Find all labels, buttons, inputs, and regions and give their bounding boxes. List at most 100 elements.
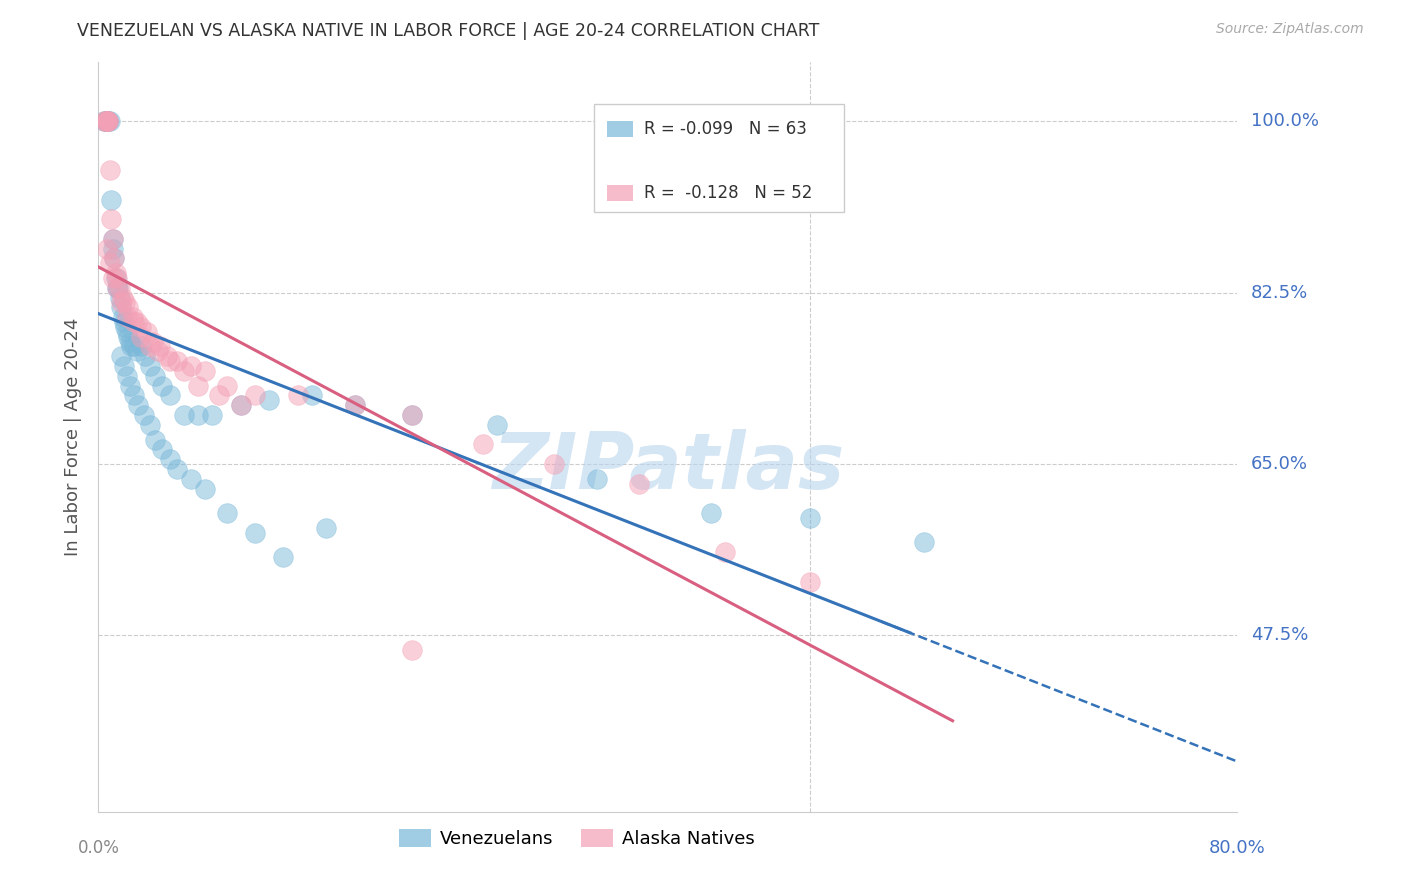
Point — [104, 266, 127, 280]
Point — [94, 114, 117, 128]
Point — [208, 388, 231, 402]
Point — [108, 291, 131, 305]
Point — [97, 114, 120, 128]
Point — [166, 354, 188, 368]
Point — [135, 325, 157, 339]
Point — [108, 281, 131, 295]
Point — [97, 114, 120, 128]
Point — [111, 291, 134, 305]
Point — [486, 417, 509, 432]
Point — [120, 339, 142, 353]
Point — [243, 525, 266, 540]
Point — [118, 334, 141, 349]
Point — [117, 329, 139, 343]
Point — [93, 114, 115, 128]
FancyBboxPatch shape — [593, 103, 845, 212]
Bar — [607, 121, 633, 137]
Point — [110, 301, 132, 315]
Text: VENEZUELAN VS ALASKA NATIVE IN LABOR FORCE | AGE 20-24 CORRELATION CHART: VENEZUELAN VS ALASKA NATIVE IN LABOR FOR… — [77, 22, 820, 40]
Point — [215, 378, 238, 392]
Point — [401, 643, 423, 657]
Point — [118, 378, 141, 392]
Point — [156, 349, 179, 363]
Point — [145, 368, 167, 383]
Point — [125, 315, 148, 329]
Point — [112, 359, 135, 373]
Legend: Venezuelans, Alaska Natives: Venezuelans, Alaska Natives — [391, 822, 762, 855]
Point — [112, 315, 135, 329]
Point — [159, 388, 181, 402]
Point — [229, 398, 252, 412]
Point — [152, 442, 174, 457]
Point — [912, 535, 935, 549]
Bar — [607, 185, 633, 201]
Point — [194, 364, 217, 378]
Point — [114, 295, 136, 310]
Point — [180, 359, 202, 373]
Text: 80.0%: 80.0% — [1209, 839, 1265, 857]
Point — [93, 114, 115, 128]
Point — [105, 281, 128, 295]
Point — [138, 339, 160, 353]
Point — [159, 452, 181, 467]
Point — [122, 315, 145, 329]
Point — [343, 398, 366, 412]
Point — [96, 114, 118, 128]
Point — [215, 506, 238, 520]
Point — [100, 212, 122, 227]
Point — [97, 114, 120, 128]
Point — [301, 388, 323, 402]
Point — [101, 271, 124, 285]
Point — [101, 232, 124, 246]
Point — [111, 310, 134, 324]
Point — [543, 457, 565, 471]
Point — [94, 114, 117, 128]
Text: 82.5%: 82.5% — [1251, 284, 1309, 301]
Point — [145, 433, 167, 447]
Point — [129, 319, 152, 334]
Point — [401, 408, 423, 422]
Point — [94, 114, 117, 128]
Point — [148, 344, 170, 359]
Point — [628, 476, 651, 491]
Point — [799, 574, 821, 589]
Point — [98, 114, 121, 128]
Text: R = -0.099   N = 63: R = -0.099 N = 63 — [644, 120, 807, 138]
Point — [96, 242, 118, 256]
Point — [243, 388, 266, 402]
Point — [103, 252, 125, 266]
Point — [229, 398, 252, 412]
Point — [180, 472, 202, 486]
Point — [104, 271, 127, 285]
Point — [98, 163, 121, 178]
Point — [401, 408, 423, 422]
Point — [117, 301, 139, 315]
Point — [110, 295, 132, 310]
Point — [105, 271, 128, 285]
Point — [173, 364, 195, 378]
Point — [129, 329, 152, 343]
Point — [287, 388, 309, 402]
Point — [138, 417, 160, 432]
Point — [315, 521, 337, 535]
Point — [138, 359, 160, 373]
Point — [103, 252, 125, 266]
Point — [194, 482, 217, 496]
Point — [101, 232, 124, 246]
Point — [127, 398, 149, 412]
Point — [149, 339, 172, 353]
Point — [110, 349, 132, 363]
Text: 47.5%: 47.5% — [1251, 626, 1309, 644]
Point — [115, 310, 138, 324]
Point — [141, 334, 163, 349]
Point — [96, 114, 118, 128]
Point — [201, 408, 224, 422]
Point — [98, 256, 121, 270]
Point — [273, 550, 295, 565]
Text: Source: ZipAtlas.com: Source: ZipAtlas.com — [1216, 22, 1364, 37]
Point — [471, 437, 494, 451]
Point — [799, 511, 821, 525]
Point — [115, 325, 138, 339]
Point — [132, 408, 155, 422]
Point — [714, 545, 737, 559]
